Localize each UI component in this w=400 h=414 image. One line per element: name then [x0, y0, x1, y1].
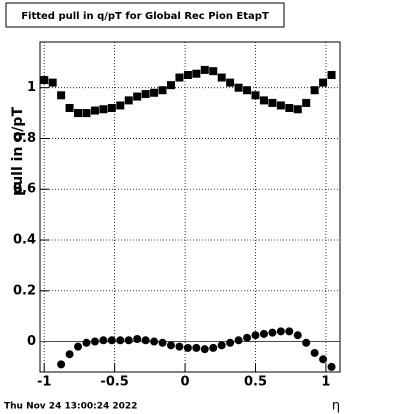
circle-marker — [133, 335, 142, 343]
circle-marker — [90, 337, 99, 346]
circle-marker — [116, 336, 125, 345]
square-marker — [40, 76, 49, 85]
circle-marker — [200, 345, 209, 354]
x-tick-label: 0.5 — [244, 375, 267, 390]
chart-title: Fitted pull in q/pT for Global Rec Pion … — [21, 11, 269, 22]
square-marker — [209, 67, 218, 76]
square-marker — [48, 78, 57, 87]
square-marker — [82, 109, 91, 118]
y-tick-label: 0 — [27, 334, 36, 349]
square-marker — [158, 86, 167, 95]
y-axis-label: pull in q/pT — [10, 107, 26, 196]
square-marker — [285, 104, 294, 112]
circle-marker — [158, 338, 167, 347]
timestamp: Thu Nov 24 13:00:24 2022 — [4, 402, 137, 412]
square-marker — [251, 91, 260, 100]
circle-marker — [259, 329, 268, 338]
square-marker — [116, 101, 125, 110]
y-tick-label: 0.8 — [13, 131, 36, 146]
circle-marker — [293, 331, 302, 340]
circle-marker — [217, 341, 226, 350]
x-tick-label: 0 — [181, 375, 190, 390]
square-marker — [133, 92, 142, 101]
square-marker — [107, 104, 116, 112]
circle-marker — [234, 336, 243, 345]
square-marker — [124, 96, 133, 105]
square-marker — [276, 101, 285, 110]
circle-marker — [82, 338, 91, 347]
square-marker — [293, 105, 302, 114]
x-tick-label: 1 — [321, 375, 330, 390]
circle-marker — [209, 343, 218, 352]
x-tick-label: -0.5 — [100, 375, 128, 390]
y-tick-label: 0.4 — [13, 233, 36, 248]
square-marker — [243, 86, 252, 95]
square-marker — [319, 78, 328, 87]
square-marker — [327, 71, 336, 79]
square-marker — [166, 81, 175, 90]
square-marker — [150, 88, 159, 97]
circle-marker — [302, 338, 311, 347]
square-marker — [74, 109, 83, 118]
square-marker — [302, 98, 311, 107]
circle-marker — [166, 341, 175, 350]
square-marker — [226, 78, 235, 87]
square-marker — [217, 73, 226, 82]
circle-marker — [124, 336, 133, 345]
square-marker — [183, 71, 192, 79]
circle-marker — [276, 327, 285, 336]
square-marker — [200, 65, 209, 74]
circle-marker — [74, 342, 83, 351]
circle-marker — [183, 343, 192, 352]
circle-marker — [192, 343, 201, 352]
circle-marker — [150, 337, 159, 346]
x-tick-label: -1 — [37, 375, 51, 390]
circle-marker — [226, 338, 235, 347]
circle-marker — [251, 331, 260, 340]
circle-marker — [175, 342, 184, 351]
y-tick-label: 0.6 — [13, 182, 36, 197]
square-marker — [192, 69, 201, 78]
circle-marker — [243, 333, 252, 342]
circle-marker — [107, 336, 116, 345]
circle-marker — [285, 327, 294, 336]
circle-marker — [319, 355, 328, 364]
title-box — [5, 2, 285, 28]
circle-marker — [65, 350, 74, 359]
square-marker — [141, 90, 150, 99]
circle-marker — [327, 362, 336, 371]
circle-marker — [99, 336, 108, 345]
circle-marker — [141, 336, 150, 345]
circle-marker — [310, 348, 319, 357]
square-marker — [234, 83, 243, 92]
x-axis-label: η — [332, 399, 340, 414]
square-marker — [259, 96, 268, 105]
square-marker — [90, 106, 99, 115]
circle-marker — [57, 360, 66, 369]
square-marker — [65, 104, 74, 112]
square-marker — [310, 86, 319, 95]
square-marker — [268, 98, 277, 107]
square-marker — [99, 105, 108, 114]
square-marker — [57, 91, 66, 100]
circle-marker — [268, 328, 277, 337]
y-tick-label: 0.2 — [13, 283, 36, 298]
y-tick-label: 1 — [27, 80, 36, 95]
square-marker — [175, 73, 184, 82]
plot-frame — [39, 41, 341, 373]
